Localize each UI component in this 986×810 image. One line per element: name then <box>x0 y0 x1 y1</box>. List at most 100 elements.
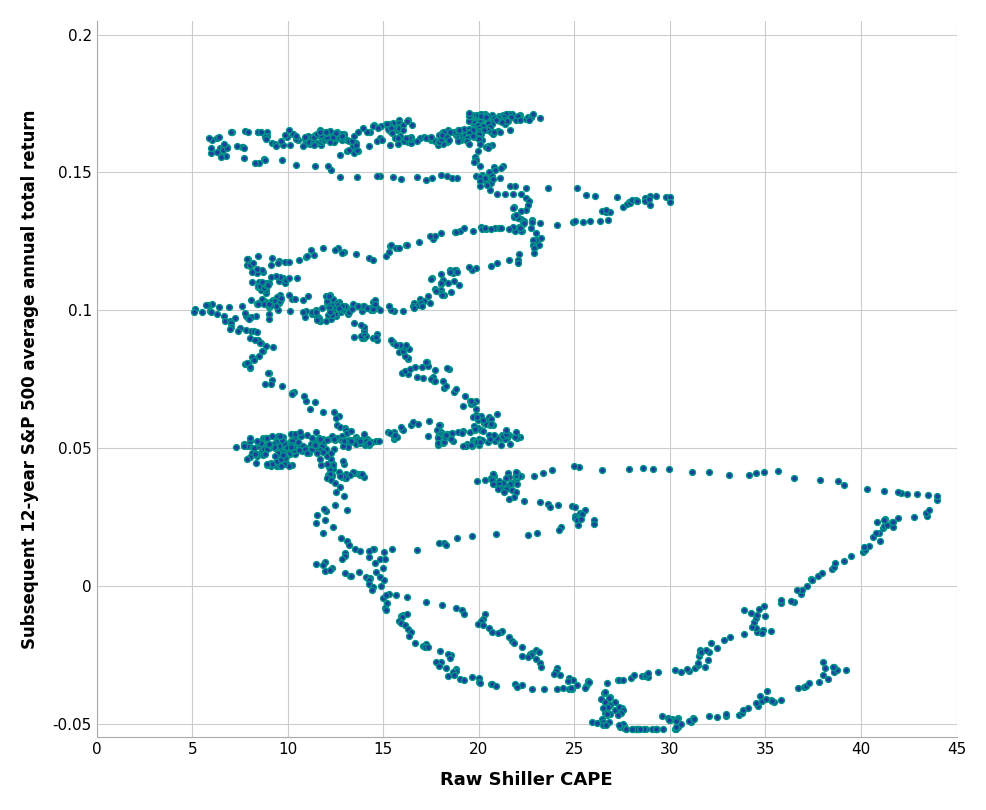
Point <box>325 131 341 144</box>
Point <box>415 639 431 652</box>
Point <box>379 117 394 130</box>
Point <box>325 131 341 144</box>
Point <box>501 492 517 505</box>
Point <box>236 142 251 155</box>
Point <box>304 305 319 318</box>
Point <box>289 132 305 145</box>
Point <box>504 634 520 647</box>
Point <box>468 436 484 449</box>
Point <box>272 292 288 305</box>
Point <box>302 402 317 415</box>
Point <box>251 336 267 349</box>
Point <box>398 608 414 621</box>
Point <box>250 350 266 363</box>
Point <box>456 673 471 686</box>
Point <box>382 124 397 137</box>
Point <box>344 297 360 310</box>
Point <box>353 330 369 343</box>
Point <box>463 440 479 453</box>
Point <box>281 255 297 268</box>
Point <box>448 601 463 614</box>
Point <box>331 480 347 493</box>
Point <box>331 149 347 162</box>
Point <box>509 467 525 480</box>
Point <box>274 380 290 393</box>
Point <box>354 122 370 134</box>
Point <box>264 429 280 442</box>
Point <box>442 263 458 276</box>
Point <box>279 441 295 454</box>
Point <box>297 443 313 456</box>
Point <box>354 332 370 345</box>
Point <box>333 433 349 446</box>
Point <box>624 723 640 735</box>
Point <box>464 396 480 409</box>
Point <box>326 433 342 446</box>
Point <box>255 281 271 294</box>
Point <box>747 467 763 480</box>
Point <box>426 363 442 376</box>
Point <box>476 170 492 183</box>
Point <box>375 591 390 604</box>
Point <box>254 449 270 462</box>
Point <box>202 305 218 318</box>
Point <box>338 467 354 480</box>
Point <box>345 146 361 159</box>
Point <box>442 266 458 279</box>
Point <box>464 110 480 123</box>
Point <box>825 560 841 573</box>
Point <box>414 372 430 385</box>
Point <box>306 438 321 451</box>
Point <box>329 296 345 309</box>
Point <box>282 447 298 460</box>
Point <box>693 646 709 659</box>
Point <box>433 655 449 668</box>
Point <box>432 429 448 442</box>
Point <box>508 471 524 484</box>
Point <box>354 433 370 446</box>
Point <box>419 430 435 443</box>
Point <box>281 438 297 451</box>
Point <box>219 142 235 155</box>
Point <box>448 264 463 277</box>
Point <box>269 290 285 303</box>
Point <box>323 561 339 574</box>
Point <box>318 295 334 308</box>
Point <box>409 370 425 383</box>
Point <box>307 160 322 173</box>
Point <box>262 300 278 313</box>
Point <box>479 123 495 136</box>
Point <box>239 323 254 336</box>
Point <box>381 117 396 130</box>
Point <box>280 446 296 459</box>
Point <box>254 344 270 357</box>
Point <box>394 423 410 436</box>
Point <box>272 288 288 301</box>
Point <box>598 206 613 219</box>
Point <box>254 432 270 445</box>
Point <box>440 277 456 290</box>
Point <box>479 178 495 191</box>
Point <box>277 255 293 268</box>
Point <box>482 471 498 484</box>
Point <box>510 109 526 122</box>
Point <box>409 171 425 184</box>
Point <box>621 196 637 209</box>
Point <box>426 230 442 243</box>
Point <box>387 122 402 134</box>
Point <box>387 588 403 601</box>
Point <box>317 127 333 140</box>
Point <box>300 289 316 302</box>
Point <box>460 126 476 139</box>
Point <box>508 468 524 481</box>
Point <box>261 441 277 454</box>
Point <box>242 450 257 463</box>
Point <box>920 504 936 517</box>
Point <box>297 138 313 151</box>
Point <box>539 497 555 510</box>
Point <box>241 440 256 453</box>
Point <box>797 680 812 693</box>
Point <box>331 170 347 183</box>
Point <box>484 170 500 183</box>
Point <box>302 138 317 151</box>
